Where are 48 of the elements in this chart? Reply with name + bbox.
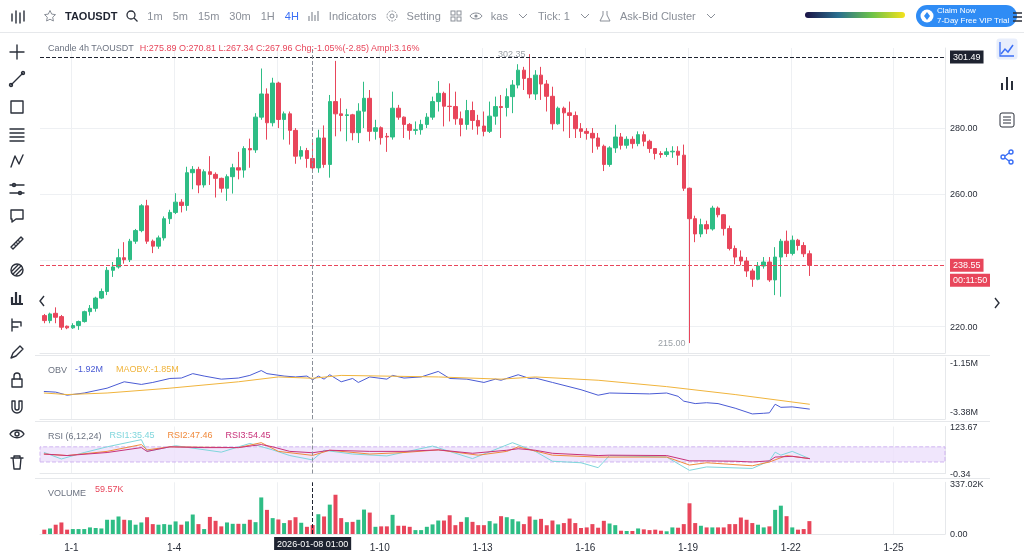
text: 15m — [197, 10, 220, 22]
x-tick-label: 1-25 — [883, 541, 905, 553]
x-tick-label: 1-1 — [64, 541, 80, 553]
x-tick-label: 1-10 — [369, 541, 391, 553]
text: TAOUSDT — [65, 10, 118, 22]
series-label: RSI3:54.45 — [225, 430, 271, 440]
series-label: -1.92M — [75, 364, 104, 374]
chart-title: Candle 4h TAOUSDT — [48, 42, 135, 53]
series-label: MAOBV:-1.85M — [116, 364, 179, 374]
text: 1m — [147, 10, 163, 22]
text: 4H — [284, 10, 299, 22]
x-tick-label: 1-19 — [678, 541, 699, 553]
series-label: RSI2:47.46 — [167, 430, 213, 440]
y-tick-label: 337.02K — [950, 478, 984, 489]
y-tick-label: 220.00 — [950, 321, 978, 332]
ref-line-label: 238.55 — [953, 260, 981, 271]
y-tick-label: -3.38M — [950, 406, 979, 417]
y-tick-label: 260.00 — [950, 189, 978, 200]
text: 5m — [172, 10, 188, 22]
text: OBV — [48, 364, 68, 375]
y-tick-label: -1.15M — [950, 357, 979, 368]
ref-line-label: 2026-01-08 01:00 — [277, 538, 349, 549]
series-label: RSI1:35.45 — [109, 430, 155, 440]
annotation: 302.35 — [498, 49, 526, 60]
text: kas — [490, 10, 508, 22]
chart-subtitle: H:275.89 O:270.81 L:267.34 C:267.96 Chg:-1.05%(-2.85) Ampl:3.16% — [139, 42, 420, 53]
chart-title: RSI (6,12,24) — [48, 430, 102, 441]
text: 1H — [260, 10, 275, 22]
y-tick-label: 280.00 — [950, 123, 978, 134]
annotation: 215.00 — [657, 338, 686, 349]
text: 7-Day Free VIP Trial — [937, 16, 1010, 26]
y-tick-label: 123.67 — [950, 421, 978, 432]
text: Setting — [406, 10, 441, 22]
x-tick-label: 1-13 — [472, 541, 493, 553]
text: Tick: 1 — [537, 10, 570, 22]
x-tick-label: 1-16 — [575, 541, 596, 553]
text: Indicators — [328, 10, 377, 22]
text: VOLUME — [48, 487, 87, 498]
y-tick-label: 0.00 — [950, 529, 968, 539]
text: Ask-Bid Cluster — [619, 10, 696, 22]
text: 00:11:50 — [953, 275, 988, 286]
ref-line-label: 301.49 — [953, 51, 981, 62]
x-tick-label: 1-4 — [166, 541, 182, 553]
x-tick-label: 1-22 — [780, 541, 802, 553]
y-tick-label: -0.34 — [950, 468, 971, 479]
text: Claim Now — [937, 6, 977, 16]
text: 30m — [229, 10, 251, 22]
annotation: 59.57K — [95, 483, 124, 494]
